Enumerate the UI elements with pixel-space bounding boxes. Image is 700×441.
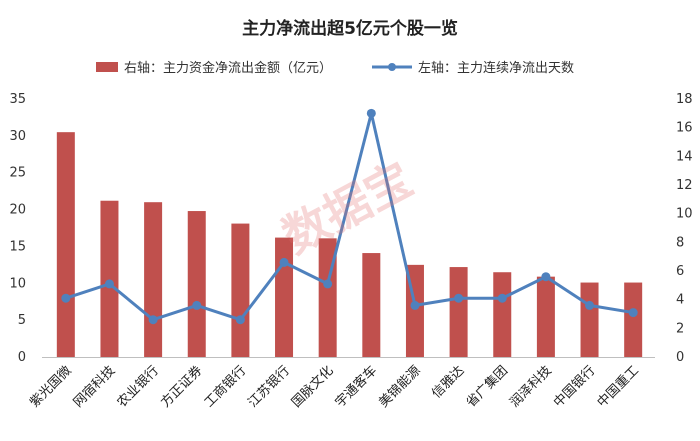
line-point bbox=[104, 279, 114, 289]
category-label: 紫光国微 bbox=[27, 363, 74, 410]
category-label: 方正证券 bbox=[157, 363, 205, 411]
y-left-tick-label: 35 bbox=[9, 92, 26, 107]
y-right-tick-label: 18 bbox=[676, 92, 693, 107]
y-left-tick-label: 5 bbox=[18, 313, 26, 328]
legend-label-line: 左轴：主力连续净流出天数 bbox=[418, 60, 574, 76]
chart-title: 主力净流出超5亿元个股一览 bbox=[242, 18, 458, 39]
y-left-tick-label: 30 bbox=[9, 129, 26, 144]
y-right-tick-label: 8 bbox=[676, 235, 684, 250]
bar-series bbox=[56, 132, 643, 357]
line-point bbox=[148, 315, 158, 325]
y-right-tick-label: 6 bbox=[676, 264, 684, 279]
y-right-tick-label: 10 bbox=[676, 207, 693, 222]
bar bbox=[231, 223, 250, 357]
bar bbox=[187, 211, 206, 357]
series-line bbox=[65, 111, 634, 322]
y-right-tick-label: 14 bbox=[676, 149, 693, 164]
category-label: 中国重工 bbox=[594, 363, 642, 411]
category-label: 润泽科技 bbox=[507, 363, 554, 410]
y-left-tick-label: 25 bbox=[9, 166, 26, 181]
y-right-tick-label: 0 bbox=[676, 350, 684, 365]
bar bbox=[362, 253, 381, 357]
bar bbox=[580, 282, 599, 357]
category-label: 工商银行 bbox=[202, 363, 249, 410]
line-series bbox=[61, 108, 638, 325]
category-label: 农业银行 bbox=[115, 363, 162, 410]
line-point bbox=[410, 300, 420, 310]
line-point bbox=[279, 257, 289, 267]
legend: 右轴：主力资金净流出金额（亿元） 左轴：主力连续净流出天数 bbox=[96, 60, 574, 76]
watermark: 数据宝 bbox=[274, 152, 421, 264]
category-label: 江苏银行 bbox=[245, 363, 293, 411]
bar bbox=[449, 267, 468, 357]
bar bbox=[624, 282, 643, 357]
y-left-tick-label: 15 bbox=[9, 239, 26, 254]
line-point bbox=[235, 315, 245, 325]
legend-swatch-bar bbox=[96, 62, 118, 72]
axes: 0 5 10 15 20 25 30 35 0 2 4 6 8 10 12 14 16 18 bbox=[9, 92, 692, 365]
bar bbox=[56, 132, 75, 357]
bar bbox=[100, 200, 119, 357]
y-right-tick-label: 2 bbox=[676, 321, 684, 336]
category-label: 信雅达 bbox=[429, 363, 467, 401]
y-right-tick-label: 12 bbox=[676, 178, 693, 193]
line-point bbox=[628, 308, 638, 318]
category-label: 美锦能源 bbox=[376, 363, 423, 410]
legend-marker-line bbox=[388, 63, 396, 71]
line-point bbox=[541, 272, 551, 282]
category-label: 省广集团 bbox=[463, 363, 511, 411]
line-point bbox=[192, 300, 202, 310]
line-point bbox=[585, 300, 595, 310]
bar bbox=[144, 202, 163, 357]
line-point bbox=[366, 108, 376, 118]
bar bbox=[493, 272, 512, 357]
y-left-tick-label: 0 bbox=[18, 350, 26, 365]
category-label: 中国银行 bbox=[551, 363, 598, 410]
category-label: 网宿科技 bbox=[70, 363, 118, 411]
category-label: 宇通客车 bbox=[332, 363, 380, 411]
category-label: 国脉文化 bbox=[289, 363, 336, 410]
y-left-tick-label: 20 bbox=[9, 203, 26, 218]
y-left-tick-label: 10 bbox=[9, 276, 26, 291]
line-point bbox=[497, 293, 507, 303]
y-right-tick-label: 16 bbox=[676, 121, 693, 136]
legend-label-bar: 右轴：主力资金净流出金额（亿元） bbox=[124, 60, 332, 76]
y-right-tick-label: 4 bbox=[676, 293, 684, 308]
bar bbox=[275, 237, 294, 357]
line-point bbox=[61, 293, 71, 303]
line-point bbox=[323, 279, 333, 289]
bar bbox=[536, 276, 555, 357]
line-point bbox=[454, 293, 464, 303]
